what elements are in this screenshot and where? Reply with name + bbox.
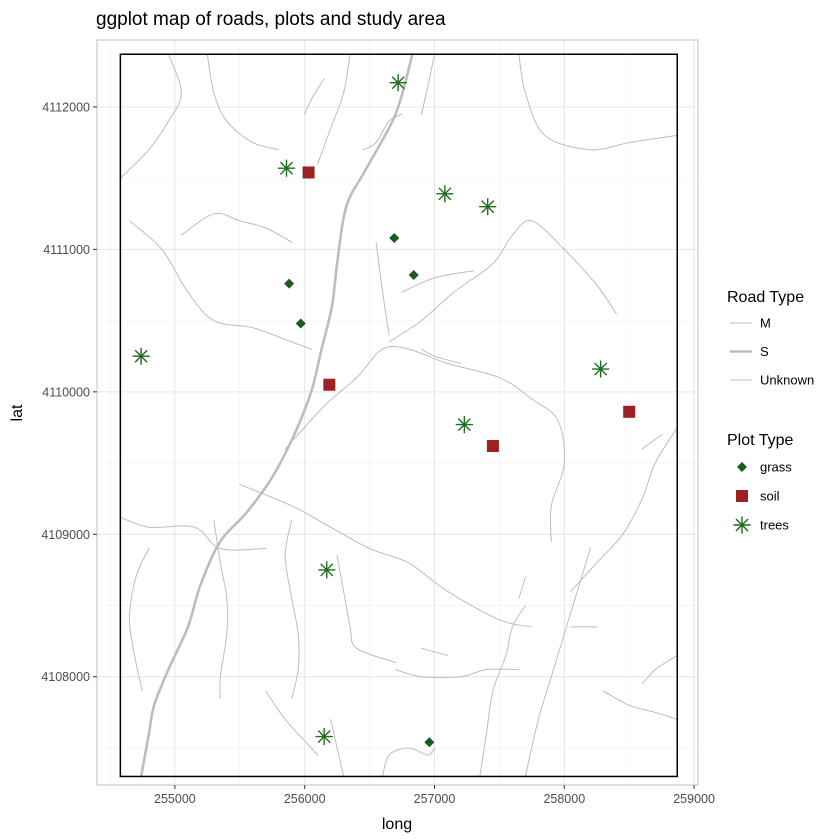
road-legend-label: M: [760, 316, 771, 331]
road-m-32: [265, 690, 319, 756]
road-m-31: [421, 647, 448, 656]
plot-legend-key-grass: [737, 462, 747, 472]
y-tick-label: 4109000: [41, 528, 90, 542]
plot-legend-label: grass: [760, 460, 792, 475]
y-tick-label: 4111000: [43, 243, 90, 257]
plot-panel: [96, 39, 699, 786]
road-m-23: [382, 747, 435, 777]
plot-trees-1: [277, 159, 296, 177]
plot-trees-9: [132, 347, 150, 365]
road-m-11: [129, 220, 312, 350]
road-m-14: [388, 220, 617, 343]
road-m-1: [119, 516, 267, 551]
plot-legend-title: Plot Type: [727, 432, 794, 449]
plot-soil-2: [302, 166, 315, 179]
study-area-layer: [119, 53, 678, 778]
road-m-7: [362, 113, 403, 151]
plot-legend-key-soil: [736, 490, 748, 502]
road-m-2: [239, 483, 533, 628]
plot-legend-label: trees: [760, 518, 789, 533]
road-m-26: [213, 519, 229, 699]
road-m-19: [602, 690, 678, 720]
road-m-10: [206, 53, 280, 151]
road-m-22: [479, 605, 526, 777]
road-m-18: [641, 654, 678, 685]
road-m-13: [375, 241, 390, 336]
y-tick-label: 4110000: [42, 385, 90, 399]
plot-soil-14: [486, 439, 499, 452]
plot-trees-15: [318, 561, 336, 579]
study-area-boundary: [119, 53, 678, 778]
x-tick-label: 255000: [154, 792, 196, 806]
plots-layer: [132, 74, 636, 748]
x-tick-label: 256000: [284, 792, 326, 806]
plot-legend-label: soil: [760, 489, 780, 504]
roads-layer: [119, 52, 678, 778]
plot-type-legend: Plot Type grass soil trees: [727, 432, 794, 534]
chart-title: ggplot map of roads, plots and study are…: [96, 9, 446, 30]
road-legend-title: Road Type: [727, 289, 804, 306]
plot-trees-0: [389, 74, 407, 92]
x-tick-label: 257000: [414, 792, 456, 806]
road-m-9: [119, 53, 182, 179]
road-m-16: [421, 348, 461, 364]
road-m-24: [330, 719, 345, 777]
road-m-29: [336, 555, 397, 663]
y-axis-title: lat: [9, 404, 26, 421]
road-m-3: [284, 345, 566, 542]
grid-lines: [97, 40, 698, 785]
road-m-15: [401, 270, 474, 293]
y-tick-label: 4108000: [41, 670, 90, 684]
road-m-28: [284, 519, 300, 699]
road-m-17: [570, 427, 678, 592]
plot-grass-5: [389, 233, 400, 244]
plot-grass-17: [424, 737, 435, 748]
plot-grass-7: [284, 278, 295, 289]
plot-trees-4: [479, 197, 497, 216]
road-m-25: [395, 668, 520, 679]
x-tick-label: 259000: [673, 792, 715, 806]
road-m-20: [524, 548, 591, 777]
road-type-legend: Road Type MS Unknown: [727, 289, 814, 388]
road-s-0: [139, 52, 414, 778]
plot-trees-3: [436, 185, 454, 203]
road-legend-label: Unknown: [760, 373, 814, 388]
plot-trees-13: [455, 415, 474, 434]
road-m-8: [518, 53, 678, 151]
road-m-5: [304, 78, 325, 115]
road-m-12: [180, 212, 293, 243]
road-m-27: [129, 548, 150, 692]
plot-grass-6: [408, 270, 419, 281]
road-legend-label: S: [760, 344, 769, 359]
road-m-33: [641, 434, 663, 450]
plot-grass-8: [295, 318, 306, 329]
x-axis: 255000 256000 257000 258000 259000: [154, 785, 715, 806]
x-tick-label: 258000: [543, 792, 585, 806]
plot-soil-12: [623, 405, 636, 418]
road-m-30: [518, 576, 526, 599]
plot-soil-11: [323, 378, 336, 391]
plot-legend-key-trees: [733, 516, 751, 534]
x-axis-title: long: [382, 816, 412, 833]
plot-trees-16: [315, 727, 333, 746]
road-m-6: [421, 53, 435, 115]
plot-trees-10: [591, 360, 610, 378]
road-m-4: [317, 53, 351, 165]
y-tick-label: 4112000: [42, 100, 90, 114]
y-axis: 4108000 4109000 4110000 4111000 4112000: [41, 100, 97, 684]
